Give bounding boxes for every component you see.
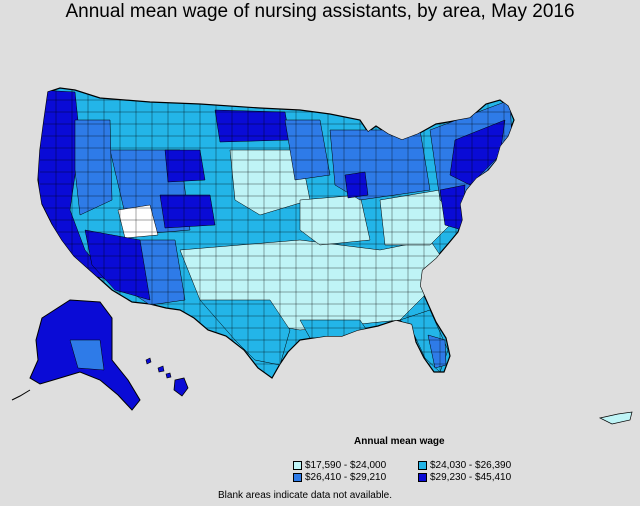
- data-availability-note: Blank areas indicate data not available.: [217, 490, 392, 501]
- legend-swatch-1: [293, 460, 302, 470]
- contiguous-us: [37, 87, 515, 379]
- hawaii: [145, 357, 189, 397]
- region-boston-ny: [449, 119, 506, 186]
- alaska: [11, 299, 141, 411]
- region-arizona-nevada: [84, 229, 151, 301]
- legend-swatch-4: [418, 472, 427, 482]
- region-wyoming-co: [159, 194, 216, 229]
- region-florida-south: [427, 334, 447, 369]
- map-title: Annual mean wage of nursing assistants, …: [65, 1, 575, 22]
- legend-title: Annual mean wage: [354, 436, 445, 447]
- legend-item-2: $24,030 - $26,390: [418, 459, 511, 471]
- region-chicago: [344, 171, 369, 199]
- puerto-rico: [598, 411, 633, 425]
- legend-item-4: $29,230 - $45,410: [418, 471, 511, 483]
- region-north-dakota: [214, 109, 291, 143]
- legend-swatch-3: [293, 472, 302, 482]
- legend-label-1: $17,590 - $24,000: [305, 459, 387, 471]
- region-texas-south: [199, 299, 291, 366]
- region-gulf-coast: [299, 319, 371, 339]
- region-utah-blank: [117, 204, 159, 239]
- legend-label-2: $24,030 - $26,390: [430, 459, 512, 471]
- region-great-plains: [229, 149, 311, 216]
- region-appalachia: [379, 189, 456, 246]
- legend-item-1: $17,590 - $24,000: [293, 459, 386, 471]
- legend-label-3: $26,410 - $29,210: [305, 471, 387, 483]
- legend-swatch-2: [418, 460, 427, 470]
- legend-label-4: $29,230 - $45,410: [430, 471, 512, 483]
- region-montana-east: [164, 149, 206, 183]
- legend-item-3: $26,410 - $29,210: [293, 471, 386, 483]
- region-great-lakes: [329, 129, 431, 201]
- region-pacific-nw-inner: [74, 119, 113, 216]
